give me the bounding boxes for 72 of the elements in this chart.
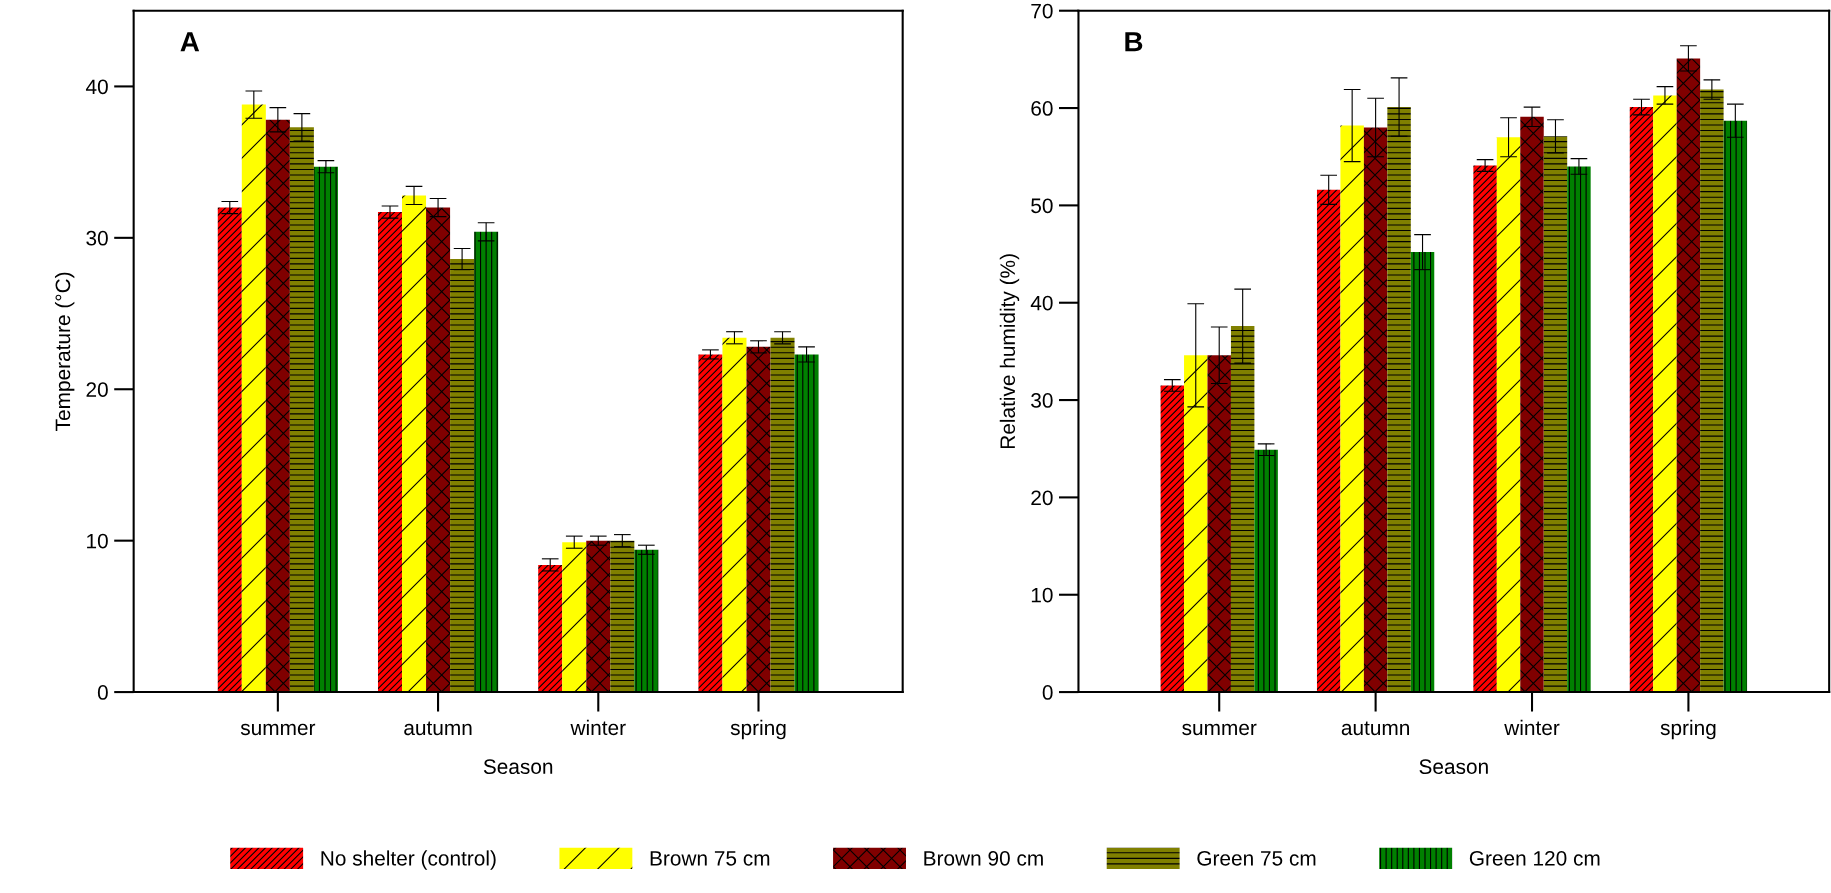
bar xyxy=(265,119,290,693)
y-tick-label: 40 xyxy=(85,79,108,95)
bar xyxy=(634,549,659,693)
bar xyxy=(426,207,451,693)
bar xyxy=(1567,166,1591,693)
bar xyxy=(1184,355,1208,693)
annotation: A xyxy=(180,32,200,52)
y-tick-label: 60 xyxy=(1031,101,1053,116)
y-axis-title: Relative humidity (%) xyxy=(999,254,1020,449)
bar xyxy=(289,127,314,693)
bar xyxy=(1363,127,1388,693)
bar xyxy=(610,540,635,693)
x-tick-label: autumn xyxy=(1341,721,1410,736)
bar xyxy=(770,337,795,693)
bar xyxy=(1207,355,1231,693)
y-tick-label: 50 xyxy=(1031,198,1053,214)
bar xyxy=(1254,449,1278,693)
x-tick-label: summer xyxy=(240,723,316,736)
y-axis-title: Temperature (°C) xyxy=(54,272,75,431)
bar xyxy=(1520,116,1544,693)
y-tick-label: 0 xyxy=(97,685,108,700)
bar xyxy=(1496,137,1521,693)
y-tick-label: 10 xyxy=(1031,587,1053,603)
y-tick-label: 30 xyxy=(86,230,108,246)
y-tick-label: 70 xyxy=(1031,3,1053,19)
bar xyxy=(1700,89,1724,693)
x-tick-label: summer xyxy=(1182,723,1257,736)
x-tick-label: winter xyxy=(1504,719,1560,736)
legend-label: No shelter (control) xyxy=(321,850,496,870)
bar xyxy=(1160,385,1185,693)
bar xyxy=(746,346,771,693)
bar xyxy=(402,195,427,693)
bar xyxy=(450,259,475,693)
y-tick-label: 20 xyxy=(1031,490,1053,506)
bar xyxy=(586,540,611,693)
y-tick-label: 40 xyxy=(1030,295,1053,311)
legend-label: Green 75 cm xyxy=(1197,850,1316,866)
bar xyxy=(1340,125,1364,693)
y-tick-label: 30 xyxy=(1031,393,1053,408)
bar xyxy=(1653,95,1677,693)
bar xyxy=(1316,189,1341,693)
legend-label: Green 120 cm xyxy=(1469,850,1600,866)
bar xyxy=(538,564,563,693)
y-tick-label: 0 xyxy=(1042,685,1053,700)
bar xyxy=(1676,58,1701,693)
legend-label: Brown 75 cm xyxy=(650,851,770,866)
x-tick-label: spring xyxy=(1660,719,1716,740)
bar xyxy=(217,207,242,693)
bar xyxy=(1629,107,1654,693)
bar xyxy=(474,231,499,693)
x-axis-title: Season xyxy=(483,759,553,775)
bar xyxy=(377,212,403,693)
bar xyxy=(722,337,747,693)
bar xyxy=(1410,252,1435,693)
bar xyxy=(1543,136,1568,693)
bar xyxy=(794,354,819,693)
y-tick-label: 20 xyxy=(86,382,108,397)
bar xyxy=(562,542,587,693)
legend-label: Brown 90 cm xyxy=(924,850,1043,866)
x-tick-label: autumn xyxy=(404,721,472,736)
x-axis-title: Season xyxy=(1419,759,1488,775)
bar xyxy=(1723,120,1748,693)
x-tick-label: spring xyxy=(730,719,786,740)
bar xyxy=(1230,326,1255,693)
bar xyxy=(241,104,266,693)
annotation: B xyxy=(1125,32,1143,52)
x-tick-label: winter xyxy=(570,719,626,736)
bar xyxy=(1473,165,1497,693)
bar xyxy=(1387,107,1411,693)
bar xyxy=(698,354,723,693)
y-tick-label: 10 xyxy=(87,533,108,549)
bar xyxy=(313,166,338,693)
